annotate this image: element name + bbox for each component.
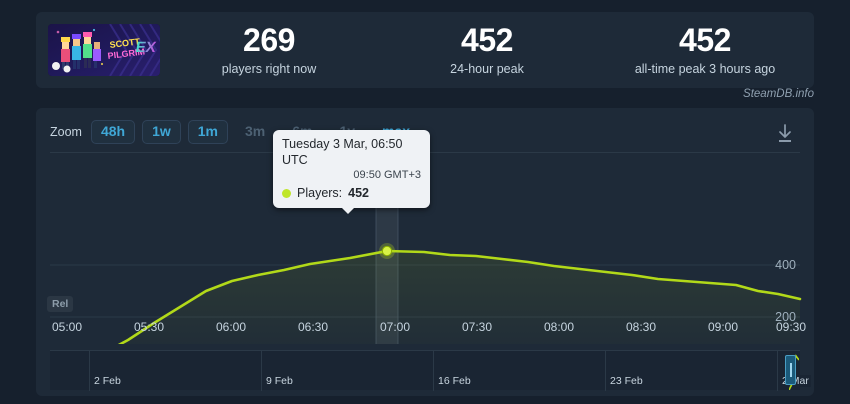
y-axis-label-200: 200 <box>775 310 796 324</box>
x-axis-label-2: 06:00 <box>215 320 247 334</box>
range-navigator[interactable]: 2 Feb 9 Feb 16 Feb 23 Feb 2 Mar <box>50 350 811 391</box>
x-axis-label-1: 05:30 <box>133 320 165 334</box>
navigator-tick <box>433 351 434 391</box>
stat-label: all-time peak 3 hours ago <box>634 62 776 77</box>
x-axis-label-6: 08:00 <box>543 320 575 334</box>
players-chart-plot[interactable]: 400 200 0 Rel <box>36 154 814 376</box>
tooltip-subtitle: 09:50 GMT+3 <box>353 169 421 182</box>
navigator-date-3: 23 Feb <box>608 375 645 387</box>
svg-text:EX: EX <box>134 39 157 56</box>
navigator-tick <box>261 351 262 391</box>
download-icon[interactable] <box>774 122 796 146</box>
x-axis-label-9: 09:30 <box>775 320 807 334</box>
stat-value: 452 <box>679 21 731 58</box>
zoom-label: Zoom <box>50 125 82 140</box>
game-thumbnail-art: SCOTT PILGRIM EX <box>48 24 160 76</box>
navigator-date-2: 16 Feb <box>436 375 473 387</box>
tooltip-arrow-icon <box>341 207 355 215</box>
svg-text:SCOTT: SCOTT <box>109 36 141 50</box>
navigator-tick <box>777 351 778 391</box>
zoom-button-48h[interactable]: 48h <box>90 120 136 145</box>
steamdb-watermark: SteamDB.info <box>743 88 814 100</box>
chart-line-players <box>117 249 802 344</box>
navigator-tick <box>89 351 90 391</box>
tooltip-series-row: Players: 452 <box>282 186 421 200</box>
navigator-right-handle[interactable] <box>785 355 796 385</box>
players-line-chart[interactable] <box>36 154 814 344</box>
stat-24h-peak: 452 24-hour peak <box>378 21 596 77</box>
tooltip-series-label: Players: <box>297 186 343 201</box>
x-axis-label-5: 07:30 <box>461 320 493 334</box>
tooltip-title: Tuesday 3 Mar, 06:50 UTC <box>282 137 403 167</box>
chart-highlighted-point[interactable] <box>381 245 393 257</box>
zoom-range-toolbar: Zoom 48h 1w 1m 3m 6m 1y max <box>50 120 420 145</box>
zoom-button-1m[interactable]: 1m <box>187 120 228 145</box>
tooltip-series-value: 452 <box>348 186 370 201</box>
navigator-date-0: 2 Feb <box>92 375 123 387</box>
zoom-button-1w[interactable]: 1w <box>142 120 181 145</box>
x-axis-label-7: 08:30 <box>625 320 657 334</box>
chart-area-fill <box>120 251 800 344</box>
y-axis-label-400: 400 <box>775 258 796 272</box>
stat-all-time-peak: 452 all-time peak 3 hours ago <box>596 21 814 77</box>
chart-tooltip: Tuesday 3 Mar, 06:50 UTC 09:50 GMT+3 Pla… <box>273 130 430 215</box>
stat-value: 269 <box>243 21 295 58</box>
stats-panel: SCOTT PILGRIM EX 269 players right now 4… <box>36 12 814 88</box>
series-color-dot-icon <box>282 188 291 198</box>
x-axis-label-3: 06:30 <box>297 320 329 334</box>
stat-value: 452 <box>461 21 513 58</box>
x-axis-label-0: 05:00 <box>51 320 83 334</box>
x-axis: 05:00 05:30 06:00 06:30 07:00 07:30 08:0… <box>36 320 814 338</box>
stat-players-now: 269 players right now <box>160 21 378 77</box>
zoom-button-3m[interactable]: 3m <box>245 123 266 139</box>
stat-label: 24-hour peak <box>450 62 524 77</box>
stat-label: players right now <box>221 62 317 77</box>
navigator-tick <box>605 351 606 391</box>
game-thumbnail[interactable]: SCOTT PILGRIM EX <box>48 24 160 76</box>
x-axis-label-4: 07:00 <box>379 320 411 334</box>
svg-text:PILGRIM: PILGRIM <box>107 46 145 60</box>
x-axis-label-8: 09:00 <box>707 320 739 334</box>
release-marker[interactable]: Rel <box>47 296 74 312</box>
navigator-date-1: 9 Feb <box>264 375 295 387</box>
